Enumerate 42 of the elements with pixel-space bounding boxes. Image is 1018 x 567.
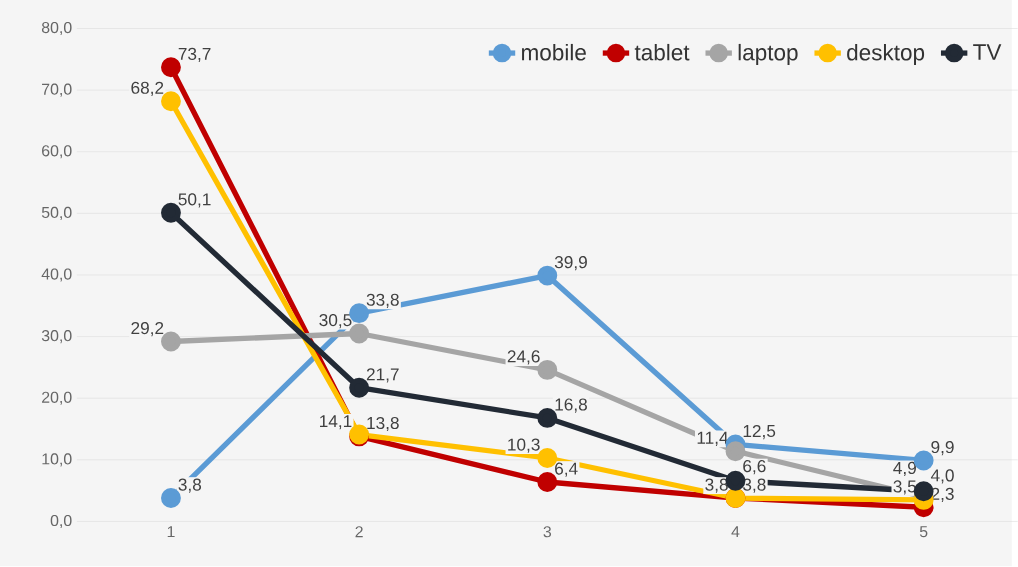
data-label: 3,8 [743, 478, 766, 493]
x-tick-label: 5 [919, 526, 928, 538]
y-tick-label: 10,0 [42, 453, 72, 467]
data-label: 21,7 [366, 368, 399, 383]
x-tick-label: 3 [543, 526, 552, 538]
data-label: 50,1 [178, 193, 211, 208]
legend-label: laptop [738, 44, 798, 66]
data-label: 13,8 [367, 417, 399, 432]
y-tick-label: 20,0 [42, 391, 72, 406]
data-label: 12,5 [743, 425, 776, 440]
data-label: 6,6 [743, 460, 766, 475]
x-tick-label: 2 [355, 526, 363, 538]
data-label: 29,2 [131, 322, 164, 337]
x-tick-label: 4 [731, 526, 740, 538]
legend-label: mobile [522, 44, 586, 61]
data-label: 11,4 [697, 432, 729, 447]
data-label: 14,1 [320, 415, 352, 430]
data-label: 3,8 [178, 478, 202, 493]
data-label: 73,7 [178, 48, 211, 63]
y-tick-label: 80,0 [41, 22, 72, 36]
data-label: 6,4 [555, 462, 578, 477]
legend-label: TV [973, 44, 1002, 61]
y-tick-label: 70,0 [42, 83, 72, 97]
legend-label: desktop [847, 44, 925, 66]
y-tick-label: 40,0 [41, 268, 72, 282]
data-label: 33,8 [366, 293, 399, 309]
legend-label: tablet [634, 44, 690, 61]
y-tick-label: 30,0 [41, 330, 72, 344]
y-tick-label: 50,0 [41, 207, 72, 221]
data-label: 4,0 [930, 469, 954, 484]
data-label: 4,9 [893, 462, 916, 477]
data-label: 68,2 [131, 81, 164, 97]
data-label: 39,9 [554, 256, 587, 271]
x-tick-label: 1 [167, 526, 175, 538]
y-tick-label: 60,0 [42, 145, 72, 159]
data-label: 24,6 [507, 350, 540, 365]
data-label: 3,8 [705, 478, 728, 493]
data-label: 30,5 [319, 314, 352, 329]
y-tick-label: 0,0 [50, 515, 72, 529]
data-label: 10,3 [508, 438, 540, 453]
data-label: 9,9 [931, 441, 954, 456]
data-label: 16,8 [555, 398, 587, 413]
